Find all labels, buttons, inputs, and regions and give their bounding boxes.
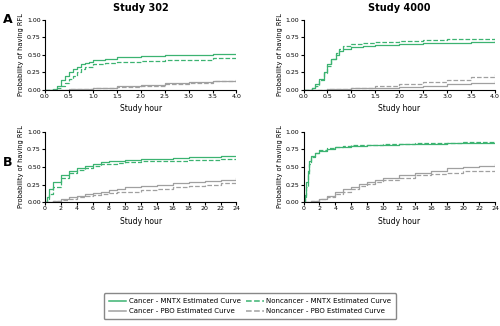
Legend: Cancer - MNTX Estimated Curve, Cancer - PBO Estimated Curve, Noncancer - MNTX Es: Cancer - MNTX Estimated Curve, Cancer - …: [104, 293, 396, 319]
Text: A: A: [2, 13, 12, 26]
X-axis label: Study hour: Study hour: [120, 105, 162, 113]
X-axis label: Study hour: Study hour: [378, 217, 420, 226]
Y-axis label: Probability of having RFL: Probability of having RFL: [18, 13, 24, 96]
Y-axis label: Probability of having RFL: Probability of having RFL: [277, 126, 283, 208]
Y-axis label: Probability of having RFL: Probability of having RFL: [277, 13, 283, 96]
Title: Study 4000: Study 4000: [368, 3, 430, 13]
Title: Study 302: Study 302: [113, 3, 168, 13]
Y-axis label: Probability of having RFL: Probability of having RFL: [18, 126, 24, 208]
Text: B: B: [2, 156, 12, 170]
X-axis label: Study hour: Study hour: [120, 217, 162, 226]
X-axis label: Study hour: Study hour: [378, 105, 420, 113]
